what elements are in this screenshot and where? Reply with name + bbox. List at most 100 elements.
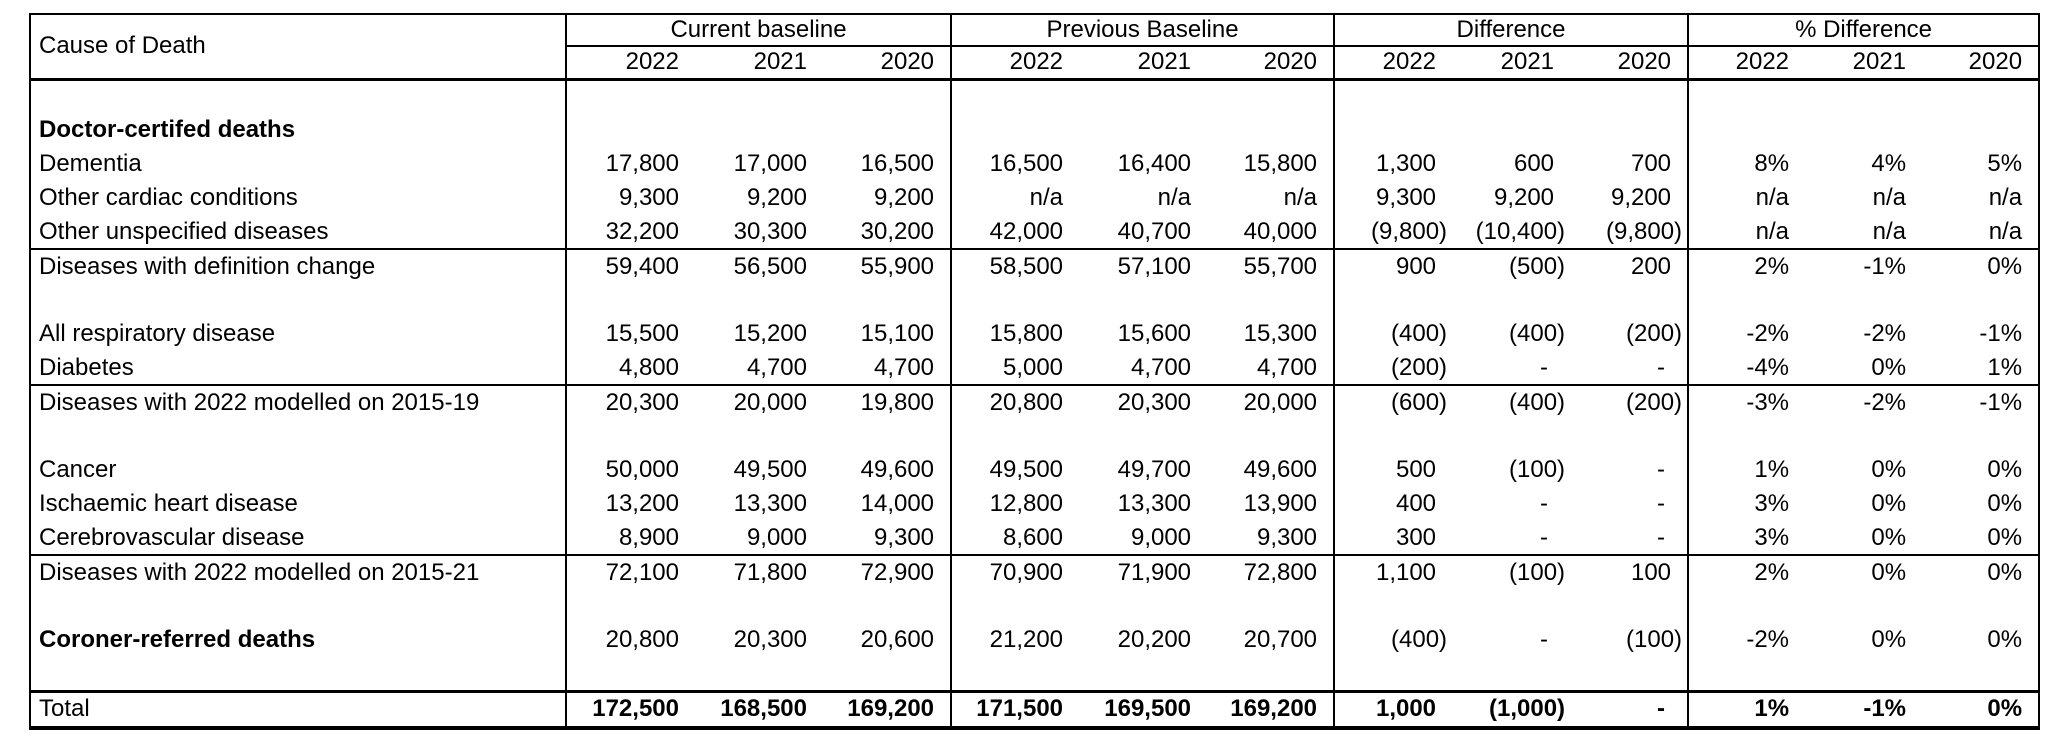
value-cell bbox=[1207, 657, 1336, 691]
value-cell bbox=[1452, 79, 1570, 113]
value-cell: 9,200 bbox=[823, 181, 953, 215]
table-row: Dementia 17,800 17,000 16,500 16,500 16,400 15… bbox=[30, 147, 2041, 181]
value-cell: - bbox=[1570, 689, 1690, 728]
value-cell: 30,200 bbox=[823, 215, 953, 249]
value-cell bbox=[1688, 657, 1805, 691]
table-row: Diseases with definition change 59,400 56,… bbox=[30, 248, 2041, 283]
value-cell: 13,300 bbox=[733, 490, 807, 517]
value-cell: 9,300 bbox=[1375, 184, 1437, 211]
row-label: Dementia bbox=[30, 147, 567, 181]
value-cell bbox=[1079, 113, 1207, 147]
year-header-row: 2022 2021 2020 2022 2021 2020 2022 2021 2020 2022… bbox=[30, 46, 2041, 81]
value-cell: n/a bbox=[1029, 184, 1064, 211]
value-cell: 4,700 bbox=[823, 351, 953, 385]
value-cell bbox=[1570, 79, 1690, 113]
value-cell bbox=[566, 419, 695, 453]
value-cell: 19,800 bbox=[823, 384, 953, 419]
value-cell: 900 bbox=[1334, 248, 1453, 283]
value-cell: (400) bbox=[1391, 626, 1448, 653]
value-cell: (100) bbox=[1452, 554, 1571, 589]
value-cell: 20,000 bbox=[1207, 384, 1336, 419]
table-row: Diseases with 2022 modelled on 2015-19 20… bbox=[30, 384, 2041, 419]
value-cell bbox=[1334, 419, 1452, 453]
row-label: Ischaemic heart disease bbox=[30, 487, 567, 521]
value-cell: 172,500 bbox=[566, 689, 695, 728]
value-cell: 42,000 bbox=[989, 217, 1064, 245]
value-cell: 70,900 bbox=[951, 554, 1080, 589]
value-cell bbox=[566, 113, 695, 147]
value-cell bbox=[1922, 589, 2041, 623]
value-cell: 20,300 bbox=[1079, 384, 1208, 419]
row-label: Total bbox=[30, 689, 567, 728]
value-cell bbox=[1570, 419, 1690, 453]
value-cell bbox=[1688, 113, 1805, 147]
value-cell: 300 bbox=[1395, 523, 1437, 551]
value-cell: 8% bbox=[1754, 150, 1790, 177]
value-cell bbox=[1570, 283, 1690, 317]
value-cell: 0% bbox=[1805, 554, 1923, 589]
value-cell: 21,200 bbox=[989, 626, 1064, 653]
table-row: Doctor-certifed deaths bbox=[30, 113, 2041, 147]
value-cell: -1% bbox=[1805, 248, 1923, 283]
value-cell bbox=[566, 79, 695, 113]
table-row bbox=[30, 589, 2041, 623]
value-cell: - bbox=[1570, 521, 1690, 555]
value-cell: 0% bbox=[1922, 248, 2041, 283]
value-cell: 20,000 bbox=[695, 384, 823, 419]
value-cell bbox=[951, 419, 1079, 453]
value-cell: 12,800 bbox=[989, 490, 1064, 517]
value-cell bbox=[823, 419, 953, 453]
value-cell bbox=[951, 113, 1079, 147]
table-row: Other cardiac conditions 9,300 9,200 9,200 n… bbox=[30, 181, 2041, 215]
row-label: Diseases with 2022 modelled on 2015-19 bbox=[30, 384, 567, 419]
value-cell: 1% bbox=[1922, 351, 2041, 385]
value-cell: 72,100 bbox=[566, 554, 695, 589]
cause-of-death-table: Cause of Death Current baseline Previous B… bbox=[29, 13, 2041, 730]
table-row: Total 172,500 168,500 169,200 171,500 169,500… bbox=[30, 689, 2041, 728]
value-cell: 0% bbox=[1922, 689, 2041, 728]
value-cell: 20,200 bbox=[1117, 626, 1192, 653]
value-cell: 400 bbox=[1395, 490, 1437, 517]
value-cell bbox=[695, 283, 823, 317]
value-cell: 20,800 bbox=[605, 626, 679, 653]
value-cell: 4,800 bbox=[618, 353, 679, 381]
value-cell: 500 bbox=[1395, 456, 1437, 483]
value-cell bbox=[1079, 283, 1207, 317]
table-row bbox=[30, 419, 2041, 453]
value-cell bbox=[1805, 419, 1922, 453]
value-cell bbox=[951, 657, 1079, 691]
column-group-header: % Difference bbox=[1688, 14, 2041, 47]
value-cell: - bbox=[1570, 453, 1690, 487]
value-cell bbox=[695, 657, 823, 691]
value-cell: 9,300 bbox=[1207, 521, 1336, 555]
table-row: All respiratory disease 15,500 15,200 15,10… bbox=[30, 317, 2041, 351]
year-header: 2021 bbox=[695, 46, 823, 81]
value-cell bbox=[1079, 79, 1207, 113]
value-cell: (10,400) bbox=[1475, 217, 1566, 245]
year-header: 2022 bbox=[951, 46, 1080, 81]
value-cell: (1,000) bbox=[1452, 689, 1571, 728]
value-cell: 15,300 bbox=[1207, 317, 1336, 351]
value-cell bbox=[823, 589, 953, 623]
value-cell: 15,800 bbox=[1207, 147, 1336, 181]
value-cell: 20,700 bbox=[1207, 623, 1336, 657]
year-header: 2020 bbox=[1570, 46, 1690, 81]
value-cell: 0% bbox=[1922, 554, 2041, 589]
value-cell bbox=[823, 113, 953, 147]
value-cell: n/a bbox=[1872, 184, 1907, 211]
value-cell: n/a bbox=[1755, 217, 1790, 245]
value-cell: (9,800) bbox=[1570, 215, 1690, 249]
value-cell: 0% bbox=[1922, 623, 2041, 657]
value-cell: (200) bbox=[1570, 384, 1690, 419]
table-header: Cause of Death Current baseline Previous B… bbox=[30, 14, 2041, 81]
row-label: Doctor-certifed deaths bbox=[30, 113, 567, 147]
value-cell bbox=[823, 657, 953, 691]
value-cell: 49,500 bbox=[989, 456, 1064, 483]
value-cell: 2% bbox=[1688, 248, 1806, 283]
value-cell: 4,700 bbox=[746, 353, 807, 381]
table-row bbox=[30, 283, 2041, 317]
value-cell: 200 bbox=[1570, 248, 1690, 283]
year-header: 2021 bbox=[1079, 46, 1208, 81]
value-cell bbox=[566, 283, 695, 317]
